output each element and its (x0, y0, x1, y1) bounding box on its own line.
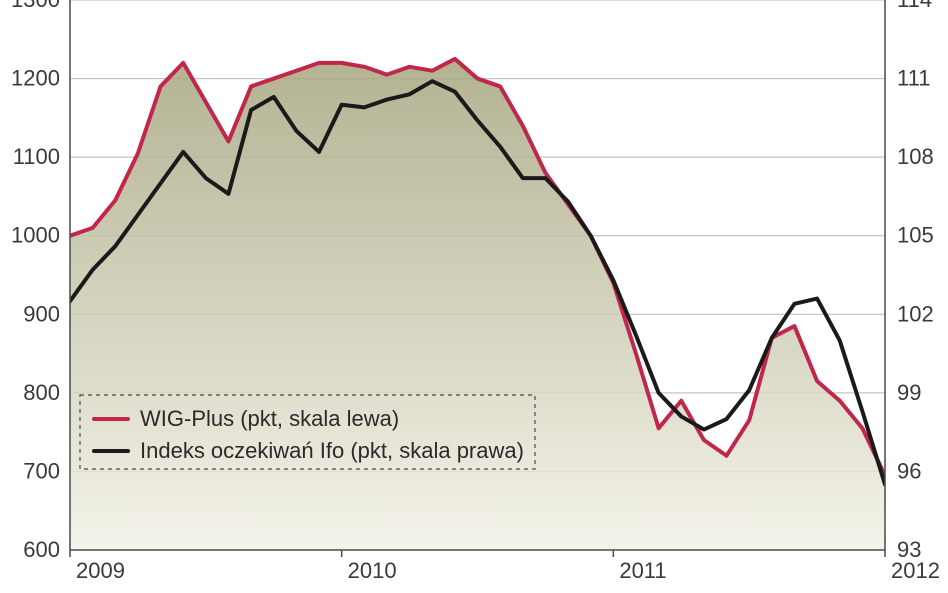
ytick-left: 900 (23, 301, 60, 326)
ytick-left: 600 (23, 537, 60, 562)
xtick-label: 2012 (891, 558, 940, 583)
ytick-right: 108 (897, 144, 934, 169)
xtick-label: 2010 (348, 558, 397, 583)
ytick-right: 96 (897, 458, 921, 483)
chart-container: 6007008009001000110012001300939699102105… (0, 0, 948, 593)
xtick-label: 2009 (76, 558, 125, 583)
ytick-right: 114 (897, 0, 932, 12)
ytick-right: 105 (897, 223, 934, 248)
ytick-left: 1000 (11, 223, 60, 248)
legend-label: Indeks oczekiwań Ifo (pkt, skala prawa) (140, 438, 524, 463)
ytick-left: 1200 (11, 66, 60, 91)
chart-svg: 6007008009001000110012001300939699102105… (0, 0, 948, 593)
ytick-left: 1100 (13, 144, 60, 169)
legend-label: WIG-Plus (pkt, skala lewa) (140, 406, 399, 431)
ytick-left: 1300 (11, 0, 60, 12)
ytick-right: 111 (897, 66, 930, 91)
ytick-right: 102 (897, 301, 934, 326)
ytick-left: 800 (23, 380, 60, 405)
ytick-left: 700 (23, 458, 60, 483)
xtick-label: 2011 (619, 558, 666, 583)
ytick-right: 99 (897, 380, 921, 405)
